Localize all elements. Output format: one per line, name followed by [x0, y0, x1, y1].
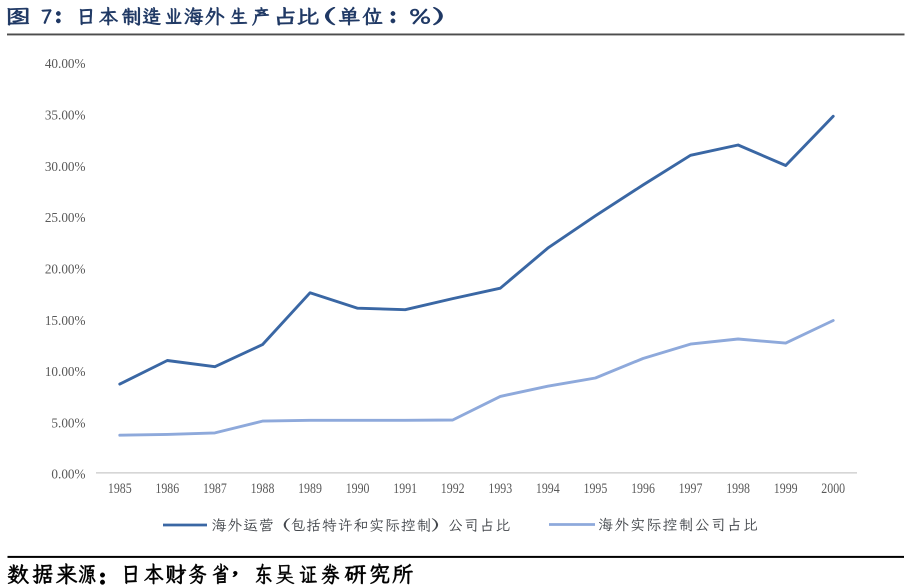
- svg-text:1990: 1990: [346, 481, 370, 497]
- svg-text:2000: 2000: [821, 481, 845, 497]
- svg-text:35.00%: 35.00%: [45, 108, 86, 123]
- svg-text:1993: 1993: [488, 481, 512, 497]
- svg-text:1999: 1999: [774, 481, 798, 497]
- svg-text:1995: 1995: [584, 481, 608, 497]
- svg-text:1997: 1997: [679, 481, 703, 497]
- svg-text:1988: 1988: [251, 481, 275, 497]
- svg-text:1987: 1987: [203, 481, 227, 497]
- svg-text:40.00%: 40.00%: [45, 56, 86, 71]
- svg-text:1994: 1994: [536, 481, 560, 497]
- svg-text:25.00%: 25.00%: [45, 210, 86, 225]
- svg-text:15.00%: 15.00%: [45, 313, 86, 328]
- svg-text:5.00%: 5.00%: [51, 415, 85, 430]
- svg-text:1992: 1992: [441, 481, 465, 497]
- svg-text:1991: 1991: [393, 481, 417, 497]
- svg-text:1996: 1996: [631, 481, 655, 497]
- svg-text:1986: 1986: [155, 481, 179, 497]
- svg-text:1985: 1985: [108, 481, 132, 497]
- svg-text:10.00%: 10.00%: [45, 364, 86, 379]
- svg-text:0.00%: 0.00%: [51, 467, 85, 482]
- svg-text:1989: 1989: [298, 481, 322, 497]
- svg-text:1998: 1998: [726, 481, 750, 497]
- svg-text:30.00%: 30.00%: [45, 159, 86, 174]
- svg-text:20.00%: 20.00%: [45, 262, 86, 277]
